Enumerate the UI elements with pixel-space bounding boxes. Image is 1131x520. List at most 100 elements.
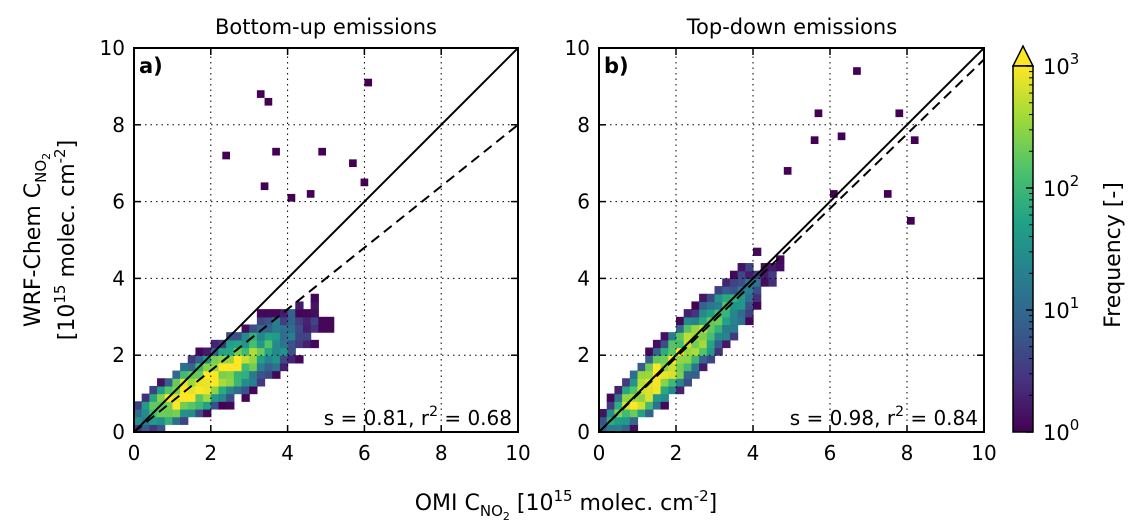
- heatmap-cell: [249, 324, 258, 333]
- heatmap-cell: [614, 385, 623, 395]
- heatmap-cell: [256, 309, 266, 318]
- one-to-one-line: [599, 48, 984, 432]
- reference-lines: [599, 48, 984, 432]
- axis-ticks: 0 2 4 6 8 10 0 2 4 6 8 10: [100, 36, 531, 465]
- heatmap-cell: [652, 355, 662, 364]
- heatmap-cell: [737, 278, 746, 287]
- heatmap-cell: [768, 270, 777, 279]
- heatmap-cell: [218, 355, 227, 364]
- heatmap-cell: [302, 309, 312, 318]
- heatmap-cell: [164, 416, 173, 425]
- heatmap-cell: [660, 347, 669, 356]
- heatmap-cell: [714, 316, 723, 326]
- heatmap-cell: [164, 378, 173, 387]
- heatmap-cell: [157, 424, 166, 432]
- heatmap-cell: [187, 378, 197, 387]
- x-tick-label: 6: [824, 441, 837, 465]
- heatmap-cell: [279, 347, 289, 356]
- heatmap-cell-outlier: [287, 193, 296, 202]
- heatmap-cell: [210, 339, 220, 349]
- heatmap-cell: [249, 347, 258, 356]
- heatmap-cell: [172, 370, 181, 379]
- heatmap-cell: [264, 332, 273, 341]
- y-tick-label: 0: [577, 420, 590, 444]
- heatmap-cell: [187, 355, 197, 364]
- y-tick-label: 10: [565, 36, 590, 60]
- heatmap-cell: [226, 339, 235, 349]
- colorbar-tick-label: 101: [1043, 294, 1079, 323]
- heatmap-cell: [729, 324, 739, 333]
- heatmap-cell: [691, 301, 700, 310]
- heatmap-cell: [722, 293, 731, 303]
- heatmap-cell: [660, 401, 669, 410]
- heatmap-cell: [141, 424, 150, 432]
- x-tick-label: 6: [358, 441, 371, 465]
- y-tick-label: 0: [112, 420, 125, 444]
- heatmap-cell-outlier: [306, 190, 315, 198]
- heatmap-cell: [683, 378, 692, 387]
- heatmap-cell-outlier: [853, 67, 861, 75]
- heatmap-cell: [660, 332, 669, 341]
- heatmap-cell-outlier: [364, 78, 373, 87]
- heatmap-cell: [753, 293, 762, 303]
- heatmap-cell-outlier: [222, 151, 230, 160]
- heatmap-cell: [295, 301, 304, 310]
- heatmap-cell: [676, 355, 685, 364]
- x-tick-label: 2: [670, 441, 683, 465]
- heatmap-cell: [203, 393, 212, 402]
- colorbar-ticks: 100 101 102 103: [1026, 50, 1079, 445]
- heatmap-cell: [606, 408, 615, 418]
- heatmap-cell: [706, 324, 716, 333]
- heatmap-cell: [195, 370, 204, 379]
- heatmap-cell: [149, 385, 158, 395]
- heatmap-cell: [279, 316, 289, 326]
- heatmap-cell: [157, 385, 166, 395]
- heatmap-cell: [264, 355, 273, 364]
- heatmap-cell: [629, 370, 639, 379]
- heatmap-cell: [614, 424, 623, 432]
- heatmap-cell: [668, 362, 677, 372]
- heatmap-cell: [157, 408, 166, 418]
- heatmap-cell: [629, 416, 639, 425]
- heatmap-cell: [737, 263, 746, 272]
- heatmap-cell: [652, 347, 662, 356]
- heatmap-cell: [287, 316, 296, 326]
- heatmap-cell: [722, 286, 731, 295]
- heatmap-cell: [652, 401, 662, 410]
- heatmap-cell: [722, 278, 731, 287]
- heatmap-cell: [768, 278, 777, 287]
- heatmap-cell: [652, 339, 662, 349]
- heatmap-cell: [606, 401, 615, 410]
- heatmap-cell: [218, 393, 227, 402]
- heatmap-cell-outlier: [810, 136, 819, 144]
- heatmap-cell: [699, 332, 708, 341]
- heatmap-cell: [753, 247, 762, 256]
- heatmap-cell: [676, 370, 685, 379]
- panel-label: a): [139, 54, 163, 78]
- one-to-one-line: [134, 48, 518, 432]
- heatmap-cell: [134, 401, 143, 410]
- heatmap-cell: [683, 316, 692, 326]
- heatmap-cell: [668, 339, 677, 349]
- heatmap-cell: [180, 370, 189, 379]
- heatmap-cell: [699, 339, 708, 349]
- heatmap-cells: [134, 78, 373, 432]
- heatmap-cell: [645, 370, 654, 379]
- heatmap-cell: [203, 378, 212, 387]
- heatmap-cell: [729, 309, 739, 318]
- heatmap-cell: [256, 362, 266, 372]
- heatmap-cell: [737, 316, 746, 326]
- heatmap-cell: [141, 408, 150, 418]
- reference-lines: [134, 48, 518, 432]
- heatmap-cell: [272, 309, 281, 318]
- heatmap-cell: [745, 309, 754, 318]
- heatmap-cell: [683, 347, 692, 356]
- colorbar-label: Frequency [-]: [1101, 182, 1126, 328]
- heatmap-cell: [272, 316, 281, 326]
- heatmap-cell: [706, 347, 716, 356]
- heatmap-cell: [195, 378, 204, 387]
- panel-bottom-up: Bottom-up emissions 0 2 4 6 8 10 0 2 4 6 8 10 a) s …: [100, 15, 531, 465]
- heatmap-cell: [745, 301, 754, 310]
- heatmap-cell: [668, 332, 677, 341]
